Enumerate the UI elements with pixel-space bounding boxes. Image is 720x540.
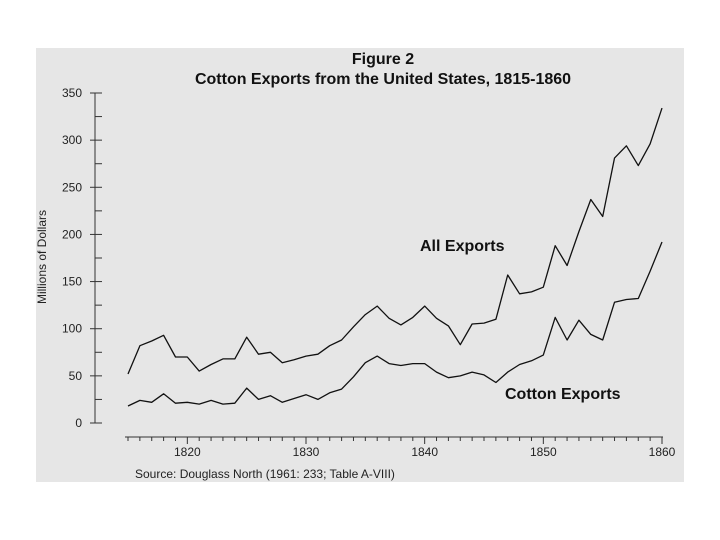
y-tick-label: 250 xyxy=(62,180,82,194)
x-tick-label: 1820 xyxy=(174,445,201,459)
source-note: Source: Douglass North (1961: 233; Table… xyxy=(135,467,395,481)
chart-title: Figure 2 xyxy=(352,51,414,68)
series-label-cotton-exports: Cotton Exports xyxy=(505,386,621,403)
series-line-cotton-exports xyxy=(127,241,663,407)
x-tick-label: 1830 xyxy=(293,445,320,459)
y-tick-label: 50 xyxy=(69,369,83,383)
y-axis-label: Millions of Dollars xyxy=(35,210,49,304)
x-tick-label: 1850 xyxy=(530,445,557,459)
chart-subtitle: Cotton Exports from the United States, 1… xyxy=(195,71,571,88)
y-tick-label: 200 xyxy=(62,227,82,241)
figure-panel xyxy=(36,48,684,482)
y-tick-label: 150 xyxy=(62,275,82,289)
series-line-all-exports xyxy=(127,107,663,375)
x-axis-ticks: 1820 1830 1840 1850 1860 xyxy=(127,437,676,459)
y-tick-label: 100 xyxy=(62,322,82,336)
x-tick-label: 1860 xyxy=(649,445,676,459)
x-tick-label: 1840 xyxy=(411,445,438,459)
y-tick-label: 300 xyxy=(62,133,82,147)
y-axis-ticks: 0 50 100 150 200 250 300 350 xyxy=(62,86,102,430)
series-label-all-exports: All Exports xyxy=(420,238,505,255)
series-group xyxy=(127,107,663,407)
y-tick-label: 350 xyxy=(62,86,82,100)
y-tick-label: 0 xyxy=(75,416,82,430)
